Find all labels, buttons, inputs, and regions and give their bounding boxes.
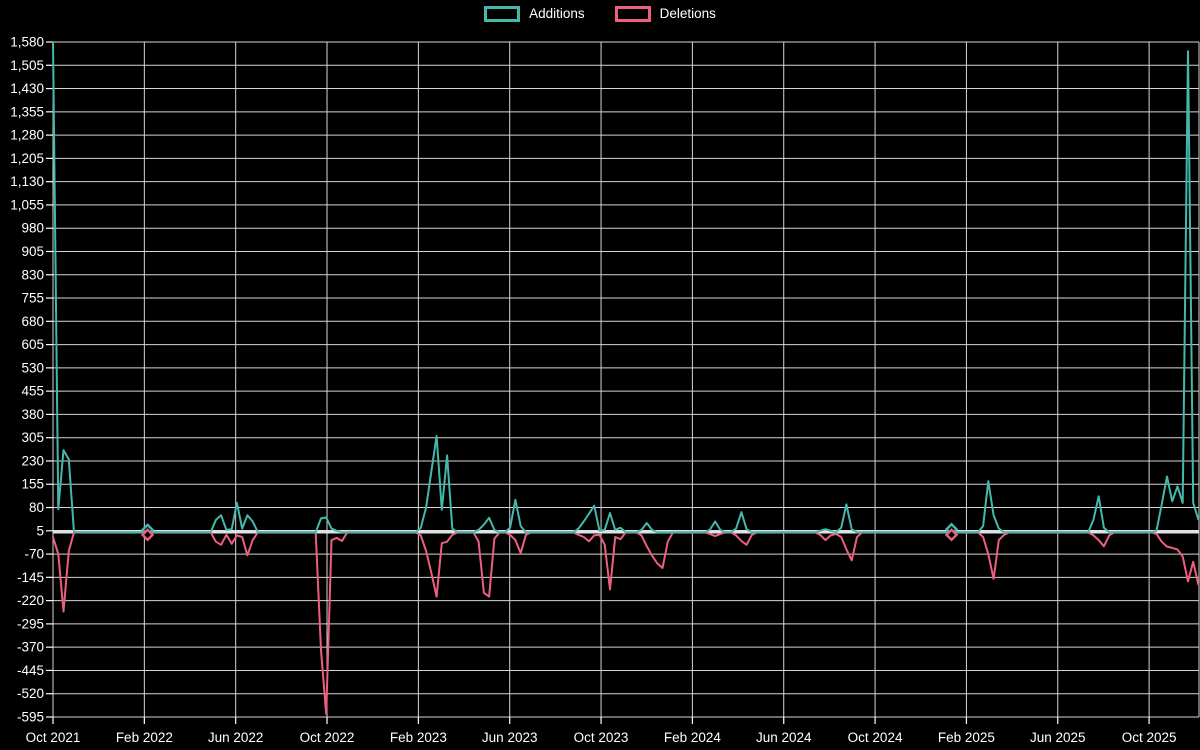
- svg-text:230: 230: [21, 453, 44, 468]
- svg-text:80: 80: [29, 500, 44, 515]
- svg-text:-295: -295: [17, 616, 44, 631]
- svg-text:1,430: 1,430: [10, 81, 44, 96]
- svg-text:905: 905: [21, 244, 44, 259]
- svg-text:980: 980: [21, 221, 44, 236]
- svg-text:Feb 2024: Feb 2024: [664, 730, 722, 745]
- legend-item-additions[interactable]: Additions: [484, 6, 585, 22]
- svg-text:Oct 2023: Oct 2023: [574, 730, 629, 745]
- svg-text:305: 305: [21, 430, 44, 445]
- svg-text:-370: -370: [17, 640, 44, 655]
- svg-text:830: 830: [21, 267, 44, 282]
- svg-text:1,130: 1,130: [10, 174, 44, 189]
- svg-text:1,280: 1,280: [10, 128, 44, 143]
- svg-text:-520: -520: [17, 686, 44, 701]
- svg-text:680: 680: [21, 314, 44, 329]
- grid-horizontal-lines: [53, 41, 1199, 718]
- svg-text:Feb 2023: Feb 2023: [390, 730, 447, 745]
- axis-tick-marks: [46, 41, 1150, 724]
- data-point-diamond: [944, 528, 959, 542]
- svg-text:Jun 2022: Jun 2022: [208, 730, 264, 745]
- legend-item-deletions[interactable]: Deletions: [614, 6, 716, 22]
- svg-text:5: 5: [36, 523, 44, 538]
- additions-line: [52, 41, 1200, 534]
- deletions-line: [52, 531, 1200, 715]
- additions-legend-label: Additions: [529, 6, 585, 22]
- svg-text:380: 380: [21, 407, 44, 422]
- svg-text:1,205: 1,205: [10, 151, 44, 166]
- svg-text:Feb 2025: Feb 2025: [938, 730, 995, 745]
- svg-text:1,355: 1,355: [10, 104, 44, 119]
- deletions-legend-swatch: [614, 6, 651, 22]
- data-point-diamond: [140, 528, 155, 542]
- svg-text:Feb 2022: Feb 2022: [116, 730, 173, 745]
- svg-text:Oct 2025: Oct 2025: [1122, 730, 1177, 745]
- svg-text:755: 755: [21, 291, 44, 306]
- x-axis-tick-labels: Oct 2021 Feb 2022 Jun 2022 Oct 2022 Feb 2023…: [26, 730, 1177, 745]
- svg-text:1,505: 1,505: [10, 58, 44, 73]
- chart-legend: Additions Deletions: [0, 6, 1200, 22]
- svg-text:Oct 2024: Oct 2024: [848, 730, 903, 745]
- svg-text:455: 455: [21, 384, 44, 399]
- svg-text:-595: -595: [17, 710, 44, 725]
- svg-text:1,580: 1,580: [10, 35, 44, 50]
- svg-text:1,055: 1,055: [10, 197, 44, 212]
- svg-text:-445: -445: [17, 663, 44, 678]
- svg-text:Jun 2025: Jun 2025: [1030, 730, 1086, 745]
- svg-text:Oct 2022: Oct 2022: [300, 730, 355, 745]
- svg-text:Oct 2021: Oct 2021: [26, 730, 81, 745]
- svg-text:Jun 2024: Jun 2024: [756, 730, 812, 745]
- svg-text:Jun 2023: Jun 2023: [482, 730, 538, 745]
- y-axis-tick-labels: 1,580 1,505 1,430 1,355 1,280 1,205 1,130 1,055…: [10, 35, 44, 725]
- deletions-legend-label: Deletions: [659, 6, 716, 22]
- svg-text:155: 155: [21, 477, 44, 492]
- svg-text:530: 530: [21, 360, 44, 375]
- svg-text:-220: -220: [17, 593, 44, 608]
- svg-text:-145: -145: [17, 570, 44, 585]
- additions-legend-swatch: [484, 6, 521, 22]
- grid-vertical-lines: [52, 42, 1200, 717]
- svg-text:-70: -70: [24, 547, 44, 562]
- point-markers: [140, 522, 959, 542]
- svg-text:605: 605: [21, 337, 44, 352]
